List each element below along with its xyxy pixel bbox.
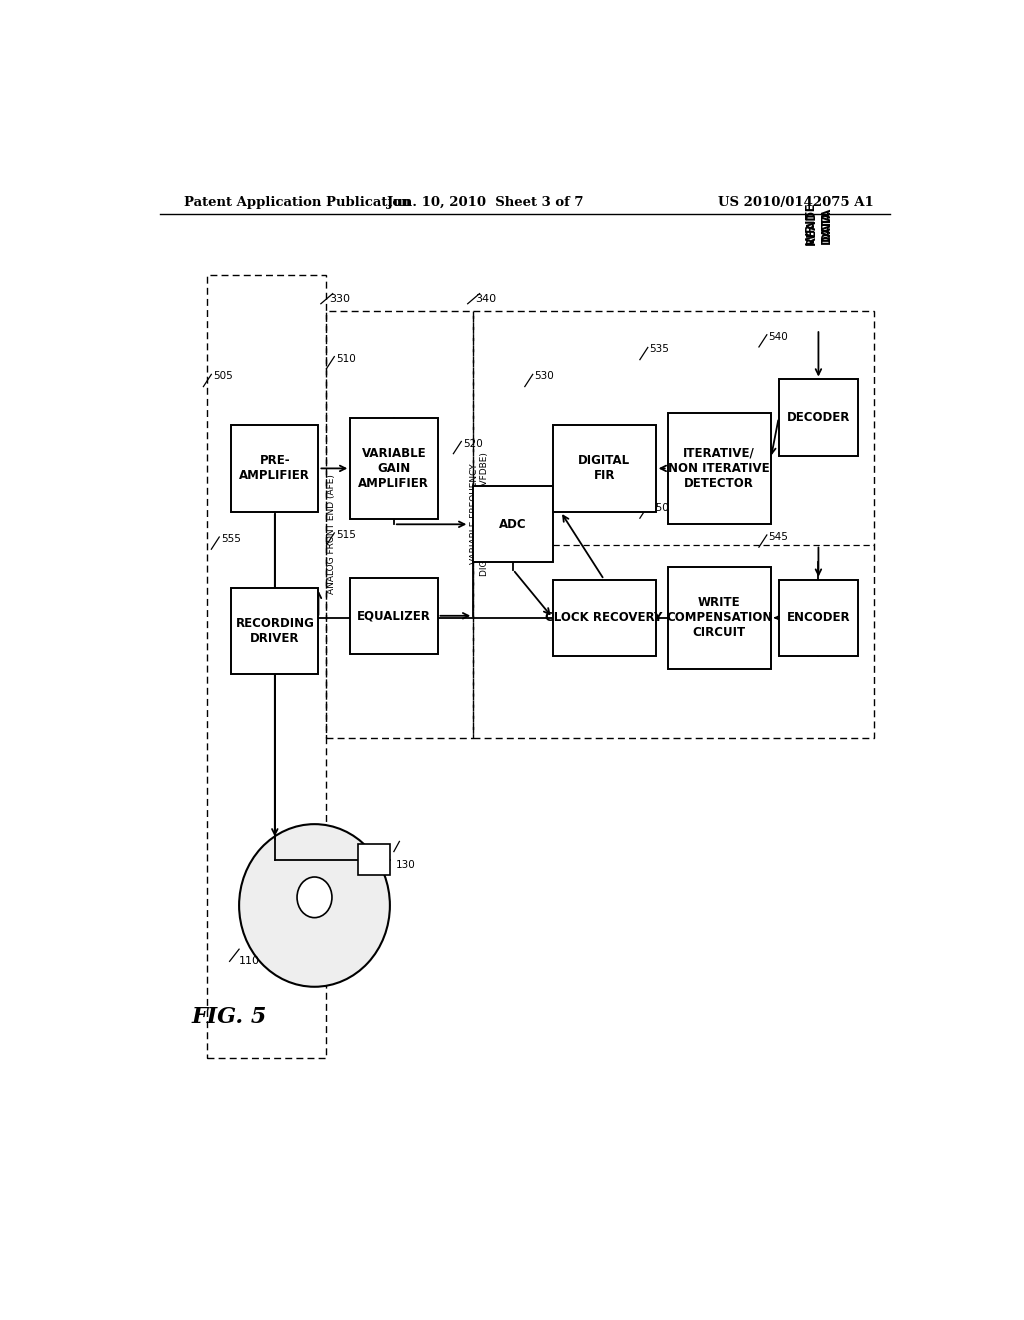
Text: 340: 340 [475,293,497,304]
FancyBboxPatch shape [231,425,318,512]
Text: Jun. 10, 2010  Sheet 3 of 7: Jun. 10, 2010 Sheet 3 of 7 [387,195,584,209]
FancyBboxPatch shape [358,845,390,875]
Text: 330: 330 [329,293,350,304]
FancyBboxPatch shape [778,579,858,656]
Text: CLOCK RECOVERY: CLOCK RECOVERY [546,611,663,624]
FancyBboxPatch shape [778,379,858,455]
Ellipse shape [239,824,390,987]
Ellipse shape [297,876,332,917]
Text: DECODER: DECODER [786,411,850,424]
Text: 110: 110 [239,957,260,966]
Text: VARIABLE FREQUENCY
DIGITAL BACK END (VFDBE): VARIABLE FREQUENCY DIGITAL BACK END (VFD… [470,453,489,576]
Text: ADC: ADC [499,517,526,531]
FancyBboxPatch shape [350,417,437,519]
Text: FIG. 5: FIG. 5 [191,1006,267,1028]
FancyBboxPatch shape [553,425,655,512]
FancyBboxPatch shape [231,587,318,675]
Text: 510: 510 [336,354,355,363]
Text: PRE-
AMPLIFIER: PRE- AMPLIFIER [240,454,310,482]
Text: VARIABLE
GAIN
AMPLIFIER: VARIABLE GAIN AMPLIFIER [358,447,429,490]
Text: ENCODER: ENCODER [786,611,850,624]
FancyBboxPatch shape [473,486,553,562]
Text: Patent Application Publication: Patent Application Publication [183,195,411,209]
Text: 515: 515 [336,529,355,540]
Text: 550: 550 [649,503,669,513]
Text: 545: 545 [768,532,788,543]
Text: 530: 530 [535,371,554,381]
Text: EQUALIZER: EQUALIZER [357,610,431,622]
Text: 520: 520 [463,438,482,449]
Text: ANALOG FRONT END (AFE): ANALOG FRONT END (AFE) [328,474,337,594]
Text: 525: 525 [535,532,554,543]
Text: 505: 505 [213,371,232,381]
Text: WRITE
DATA: WRITE DATA [805,202,833,244]
Text: 540: 540 [768,331,788,342]
FancyBboxPatch shape [350,578,437,653]
Text: 130: 130 [396,859,416,870]
Text: RECORDING
DRIVER: RECORDING DRIVER [236,616,314,645]
Text: US 2010/0142075 A1: US 2010/0142075 A1 [718,195,873,209]
FancyBboxPatch shape [668,413,771,524]
Text: WRITE
COMPENSATION
CIRCUIT: WRITE COMPENSATION CIRCUIT [666,597,772,639]
Text: 555: 555 [221,535,241,544]
Text: ITERATIVE/
NON ITERATIVE
DETECTOR: ITERATIVE/ NON ITERATIVE DETECTOR [669,447,770,490]
Text: READ
DATA: READ DATA [805,209,833,244]
FancyBboxPatch shape [668,568,771,669]
FancyBboxPatch shape [553,579,655,656]
Text: DIGITAL
FIR: DIGITAL FIR [579,454,630,482]
Text: 535: 535 [649,345,670,355]
